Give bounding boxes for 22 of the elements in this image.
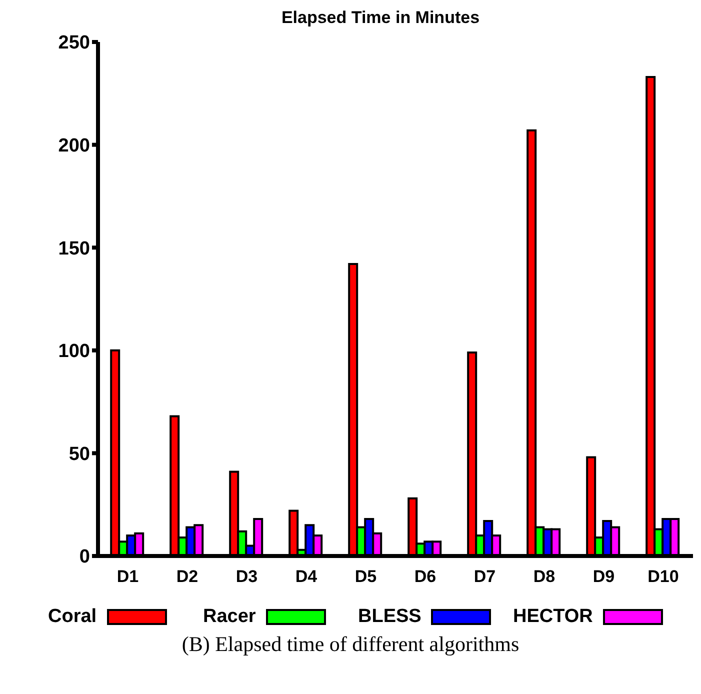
- legend-label: Racer: [203, 606, 256, 628]
- x-tick-label: D7: [474, 567, 496, 586]
- y-tick-label: 100: [58, 341, 90, 362]
- y-tick-label: 0: [79, 546, 90, 568]
- x-tick-label: D3: [236, 567, 258, 586]
- legend-label: Coral: [48, 606, 97, 628]
- y-tick-label: 50: [68, 444, 90, 465]
- x-tick-label: D5: [354, 567, 377, 586]
- x-tick-label: D8: [533, 567, 556, 586]
- y-tick-label: 200: [58, 136, 90, 157]
- x-tick-label: D4: [295, 567, 318, 586]
- y-tick-label: 250: [58, 32, 90, 54]
- chart-title: Elapsed Time in Minutes: [280, 8, 481, 28]
- x-tick-label: D9: [592, 567, 615, 586]
- y-tick-label: 150: [58, 238, 90, 260]
- x-tick-label: D6: [414, 567, 436, 586]
- x-tick-label: D2: [176, 567, 198, 586]
- legend-label: HECTOR: [513, 606, 593, 628]
- x-tick-label: D1: [116, 567, 139, 586]
- x-tick-label: D10: [648, 567, 679, 586]
- text: (B) Elapsed time of different algorithms: [180, 632, 520, 657]
- legend-label: BLESS: [358, 606, 422, 628]
